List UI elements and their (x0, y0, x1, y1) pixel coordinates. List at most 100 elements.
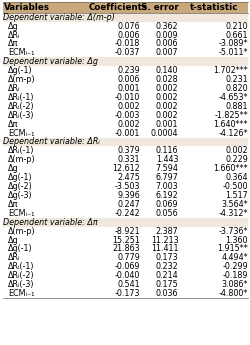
Text: 0.140: 0.140 (155, 66, 178, 75)
Text: 0.002: 0.002 (117, 120, 140, 129)
Text: ΔRᵢ(-2): ΔRᵢ(-2) (8, 102, 35, 111)
Bar (2, 40, 248, 48)
Text: ΔRᵢ(-3): ΔRᵢ(-3) (8, 280, 35, 289)
Bar (2, 200, 248, 209)
Text: Variables: Variables (4, 3, 50, 12)
Bar (2, 84, 248, 93)
Bar (2, 262, 248, 271)
Bar (2, 2, 248, 13)
Bar (2, 57, 248, 66)
Text: -0.173: -0.173 (114, 289, 140, 298)
Text: 0.661: 0.661 (224, 31, 247, 40)
Text: 11.411: 11.411 (150, 244, 178, 254)
Text: ΔRᵢ: ΔRᵢ (8, 31, 21, 40)
Text: 0.364: 0.364 (224, 173, 247, 182)
Text: 0.820: 0.820 (224, 84, 247, 93)
Text: 7.003: 7.003 (155, 182, 178, 191)
Bar (2, 129, 248, 138)
Bar (2, 289, 248, 298)
Bar (2, 173, 248, 182)
Text: -8.921: -8.921 (114, 227, 140, 236)
Text: Dependent variable: ΔRᵢ: Dependent variable: ΔRᵢ (4, 138, 100, 147)
Text: 0.229: 0.229 (224, 155, 247, 164)
Text: 0.779: 0.779 (117, 253, 140, 262)
Text: 1.360: 1.360 (224, 236, 247, 245)
Text: -5.011*: -5.011* (218, 48, 247, 57)
Text: ECMᵢ₋₁: ECMᵢ₋₁ (8, 48, 35, 57)
Text: 0.028: 0.028 (155, 75, 178, 84)
Text: 0.232: 0.232 (155, 262, 178, 271)
Text: -0.069: -0.069 (114, 262, 140, 271)
Text: 0.001: 0.001 (117, 84, 140, 93)
Bar (2, 138, 248, 147)
Text: -4.126*: -4.126* (218, 129, 247, 138)
Text: 12.612: 12.612 (112, 164, 140, 173)
Text: 0.002: 0.002 (155, 102, 178, 111)
Text: Coefficients: Coefficients (88, 3, 147, 12)
Text: 0.331: 0.331 (117, 155, 140, 164)
Text: Dependent variable: Δg: Dependent variable: Δg (4, 57, 98, 66)
Text: 0.231: 0.231 (224, 75, 247, 84)
Text: 2.387: 2.387 (155, 227, 178, 236)
Text: Δπ: Δπ (8, 200, 19, 209)
Text: -0.500: -0.500 (222, 182, 247, 191)
Text: Δg(-1): Δg(-1) (8, 244, 33, 254)
Text: Δ(m-p): Δ(m-p) (8, 155, 36, 164)
Text: 1.443: 1.443 (155, 155, 178, 164)
Text: -1.825**: -1.825** (214, 111, 247, 120)
Bar (2, 75, 248, 84)
Text: -3.089*: -3.089* (218, 39, 247, 49)
Text: -0.018: -0.018 (114, 39, 140, 49)
Bar (2, 271, 248, 280)
Text: -4.312*: -4.312* (218, 209, 247, 218)
Text: ΔRᵢ: ΔRᵢ (8, 84, 21, 93)
Text: 0.002: 0.002 (155, 84, 178, 93)
Text: -4.653*: -4.653* (218, 93, 247, 102)
Text: 0.541: 0.541 (117, 280, 140, 289)
Text: 0.0004: 0.0004 (150, 129, 178, 138)
Bar (2, 22, 248, 31)
Text: -0.010: -0.010 (114, 93, 140, 102)
Bar (2, 218, 248, 227)
Bar (2, 209, 248, 218)
Text: 1.660***: 1.660*** (213, 164, 247, 173)
Text: ΔRᵢ: ΔRᵢ (8, 253, 21, 262)
Text: 0.881: 0.881 (224, 102, 247, 111)
Text: -0.242: -0.242 (114, 209, 140, 218)
Text: S. error: S. error (140, 3, 178, 12)
Text: 1.640***: 1.640*** (213, 120, 247, 129)
Text: -0.299: -0.299 (221, 262, 247, 271)
Text: Δg: Δg (8, 236, 19, 245)
Bar (2, 31, 248, 40)
Text: Δg(-3): Δg(-3) (8, 191, 33, 200)
Text: 0.239: 0.239 (117, 66, 140, 75)
Bar (2, 182, 248, 191)
Text: 3.564*: 3.564* (220, 200, 247, 209)
Text: 1.915**: 1.915** (216, 244, 247, 254)
Text: 0.009: 0.009 (155, 31, 178, 40)
Text: Δg: Δg (8, 164, 19, 173)
Text: 2.475: 2.475 (117, 173, 140, 182)
Bar (2, 280, 248, 289)
Text: 0.002: 0.002 (224, 146, 247, 155)
Text: 0.056: 0.056 (155, 209, 178, 218)
Text: 6.192: 6.192 (155, 191, 178, 200)
Text: 0.116: 0.116 (155, 146, 178, 155)
Bar (2, 253, 248, 262)
Text: Dependent variable: Δπ: Dependent variable: Δπ (4, 218, 98, 227)
Text: 3.086*: 3.086* (220, 280, 247, 289)
Bar (2, 13, 248, 22)
Text: -0.040: -0.040 (114, 271, 140, 280)
Text: 0.007: 0.007 (155, 48, 178, 57)
Text: Δπ: Δπ (8, 120, 19, 129)
Bar (2, 66, 248, 75)
Text: 6.797: 6.797 (155, 173, 178, 182)
Bar (2, 93, 248, 102)
Text: Δg(-2): Δg(-2) (8, 182, 33, 191)
Text: ECMᵢ₋₁: ECMᵢ₋₁ (8, 289, 35, 298)
Text: -0.189: -0.189 (222, 271, 247, 280)
Text: 21.863: 21.863 (112, 244, 140, 254)
Text: -0.037: -0.037 (114, 48, 140, 57)
Bar (2, 245, 248, 253)
Text: 0.069: 0.069 (155, 200, 178, 209)
